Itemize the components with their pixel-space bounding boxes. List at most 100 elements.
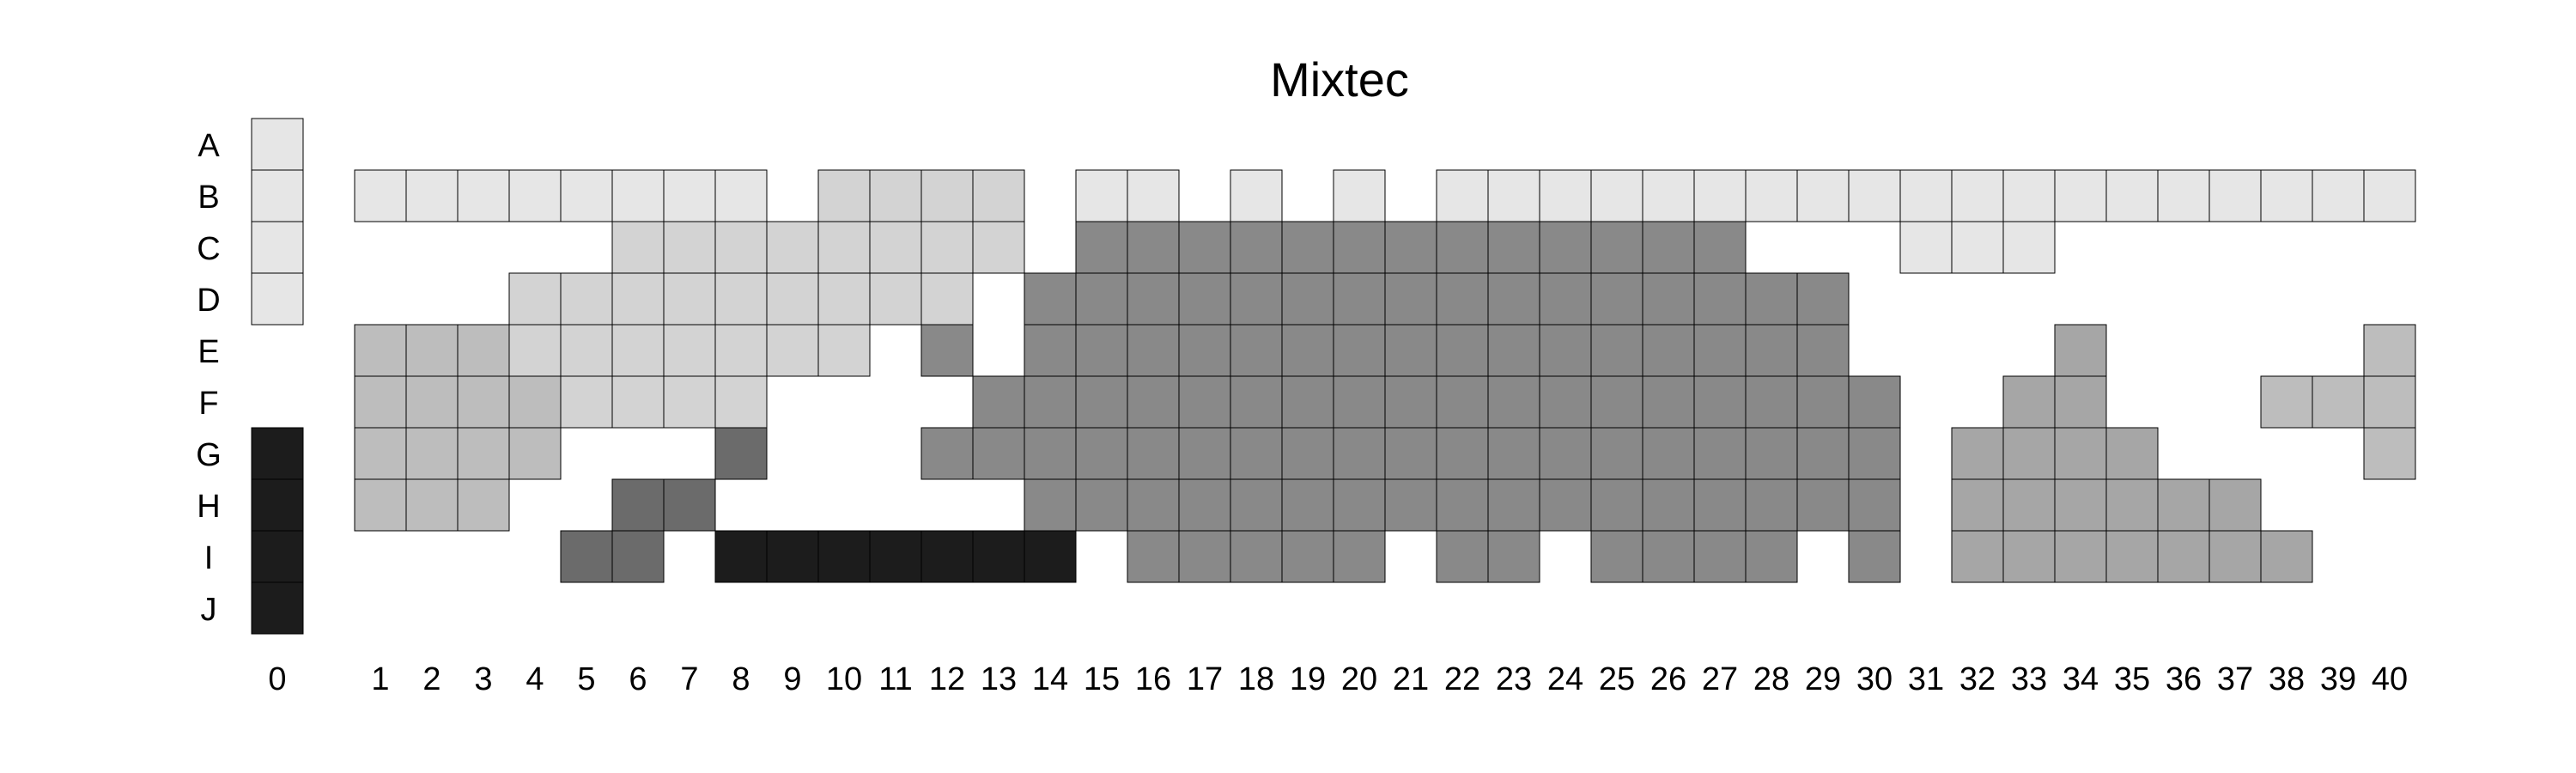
cell-F-6: [611, 375, 665, 429]
cell-G-16: [1127, 427, 1180, 480]
cell-G-14: [1024, 427, 1077, 480]
cell-F-18: [1230, 375, 1283, 429]
cell-B-10: [817, 169, 871, 222]
cell-G-18: [1230, 427, 1283, 480]
cell-I-35: [2105, 530, 2159, 583]
cell-F-16: [1127, 375, 1180, 429]
cell-G-3: [457, 427, 510, 480]
col-label-22: 22: [1444, 661, 1480, 697]
cell-F-1: [354, 375, 407, 429]
cell-G-27: [1693, 427, 1747, 480]
cell-B-29: [1796, 169, 1850, 222]
cell-H-25: [1590, 478, 1643, 532]
cell-B-36: [2157, 169, 2210, 222]
cell-B-30: [1848, 169, 1901, 222]
cell-I-38: [2260, 530, 2313, 583]
cell-F-20: [1333, 375, 1386, 429]
cell-G-1: [354, 427, 407, 480]
cell-D-11: [869, 272, 922, 326]
cell-E-23: [1487, 324, 1540, 377]
cell-G-28: [1745, 427, 1798, 480]
cell-B-39: [2312, 169, 2365, 222]
cell-B-37: [2208, 169, 2262, 222]
col-label-29: 29: [1805, 661, 1841, 697]
row-label-B: B: [197, 180, 219, 216]
cell-D-4: [508, 272, 562, 326]
cell-G-26: [1642, 427, 1695, 480]
col-label-9: 9: [783, 661, 801, 697]
cell-E-9: [766, 324, 819, 377]
cell-F-38: [2260, 375, 2313, 429]
cell-I-37: [2208, 530, 2262, 583]
cell-E-28: [1745, 324, 1798, 377]
cell-H-33: [2002, 478, 2056, 532]
cell-E-20: [1333, 324, 1386, 377]
cell-F-2: [405, 375, 459, 429]
cell-E-29: [1796, 324, 1850, 377]
cell-D-18: [1230, 272, 1283, 326]
cell-D-7: [663, 272, 716, 326]
cell-I-28: [1745, 530, 1798, 583]
cell-D-17: [1178, 272, 1231, 326]
cell-H-37: [2208, 478, 2262, 532]
cell-G-34: [2054, 427, 2107, 480]
col-label-1: 1: [371, 661, 389, 697]
cell-D-9: [766, 272, 819, 326]
cell-A-0: [251, 118, 304, 171]
cell-B-11: [869, 169, 922, 222]
cell-F-22: [1436, 375, 1489, 429]
col-label-3: 3: [474, 661, 492, 697]
cell-B-27: [1693, 169, 1747, 222]
row-label-I: I: [204, 540, 214, 576]
cell-F-7: [663, 375, 716, 429]
cell-C-13: [972, 221, 1025, 274]
cell-D-14: [1024, 272, 1077, 326]
cell-E-27: [1693, 324, 1747, 377]
cell-C-23: [1487, 221, 1540, 274]
cell-H-29: [1796, 478, 1850, 532]
cell-F-13: [972, 375, 1025, 429]
cell-H-34: [2054, 478, 2107, 532]
cell-H-24: [1539, 478, 1592, 532]
cell-H-35: [2105, 478, 2159, 532]
col-label-5: 5: [577, 661, 595, 697]
cell-E-10: [817, 324, 871, 377]
cell-F-8: [714, 375, 768, 429]
chart-title: Mixtec: [1270, 52, 1409, 107]
cell-H-30: [1848, 478, 1901, 532]
cell-D-23: [1487, 272, 1540, 326]
col-label-33: 33: [2011, 661, 2047, 697]
row-label-C: C: [197, 231, 220, 267]
col-label-27: 27: [1702, 661, 1738, 697]
cell-B-5: [560, 169, 613, 222]
cell-I-16: [1127, 530, 1180, 583]
col-label-14: 14: [1032, 661, 1068, 697]
cell-D-16: [1127, 272, 1180, 326]
cell-F-27: [1693, 375, 1747, 429]
cell-G-20: [1333, 427, 1386, 480]
cell-B-33: [2002, 169, 2056, 222]
cell-D-5: [560, 272, 613, 326]
col-label-35: 35: [2114, 661, 2150, 697]
cell-C-24: [1539, 221, 1592, 274]
cell-B-8: [714, 169, 768, 222]
cell-G-40: [2363, 427, 2416, 480]
cell-E-5: [560, 324, 613, 377]
col-label-25: 25: [1599, 661, 1635, 697]
cell-G-0: [251, 427, 304, 480]
col-labels: 0 1 2 3 4 5 6 7 8 9 10 11 12 13 14 15 16 17 18 19 20 21 22 23 24…: [268, 661, 2408, 697]
cell-I-25: [1590, 530, 1643, 583]
cell-F-26: [1642, 375, 1695, 429]
row-label-G: G: [196, 437, 222, 473]
row-label-H: H: [197, 489, 220, 525]
cell-G-22: [1436, 427, 1489, 480]
cell-I-22: [1436, 530, 1489, 583]
col-label-7: 7: [680, 661, 698, 697]
cell-C-12: [920, 221, 974, 274]
cell-C-20: [1333, 221, 1386, 274]
cell-H-15: [1075, 478, 1128, 532]
col-label-32: 32: [1959, 661, 1996, 697]
cell-B-1: [354, 169, 407, 222]
col-label-34: 34: [2063, 661, 2099, 697]
cell-H-7: [663, 478, 716, 532]
